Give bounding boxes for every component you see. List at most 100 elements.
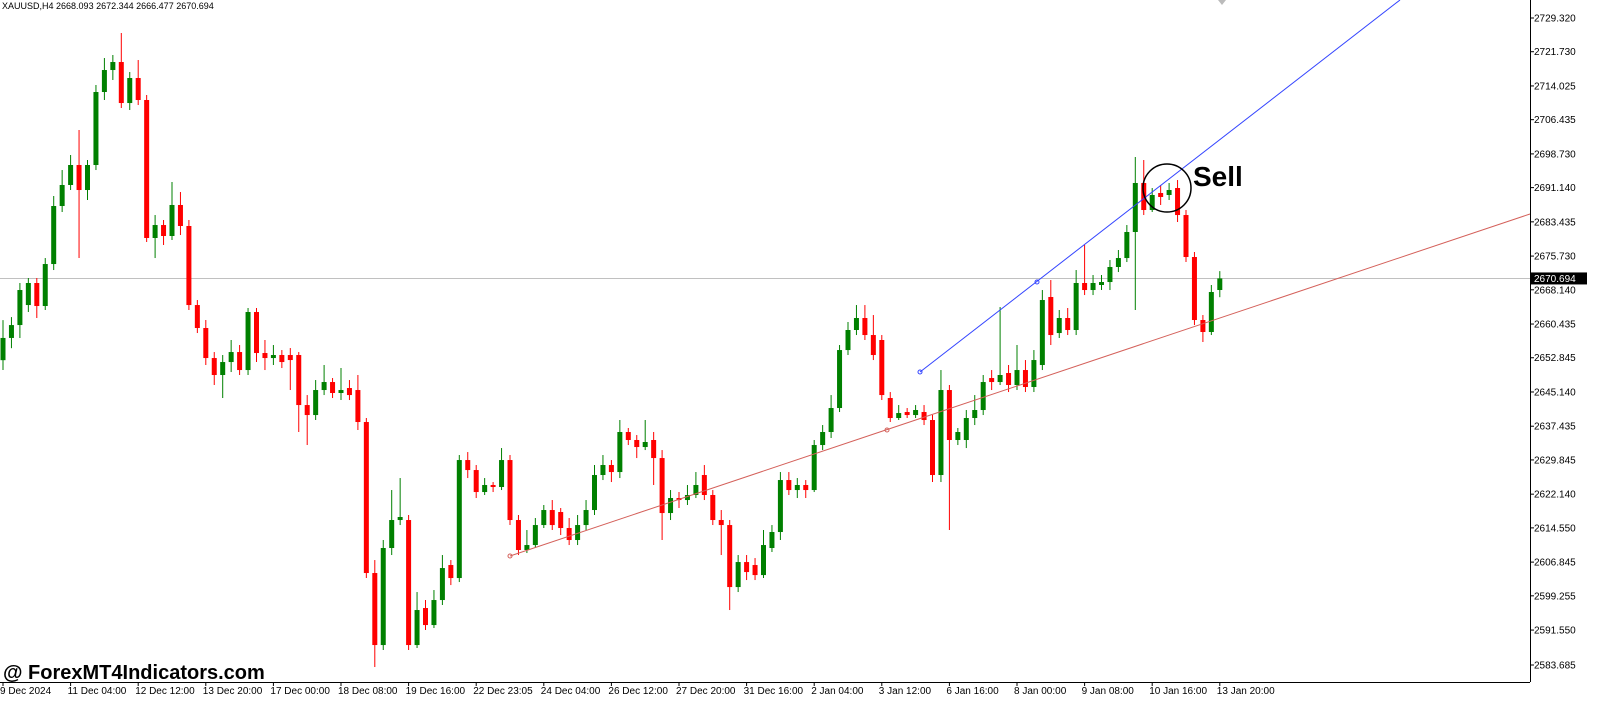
- x-tick-label: 26 Dec 12:00: [608, 686, 668, 697]
- signal-label: Sell: [1193, 161, 1243, 192]
- candle-body: [583, 510, 589, 526]
- candle-body: [659, 458, 665, 514]
- candle-body: [363, 422, 369, 574]
- y-tick-label: 2683.435: [1534, 217, 1576, 228]
- candle-body: [338, 390, 344, 394]
- candle-body: [279, 355, 285, 363]
- candle-body: [955, 432, 961, 441]
- candle-body: [1039, 300, 1045, 366]
- candle-body: [1056, 318, 1062, 334]
- candle-body: [930, 420, 935, 476]
- x-tick-label: 18 Dec 08:00: [338, 686, 398, 697]
- x-tick-label: 13 Dec 20:00: [203, 686, 263, 697]
- x-tick-label: 9 Jan 08:00: [1082, 686, 1135, 697]
- candle-body: [532, 525, 538, 546]
- candle-body: [735, 562, 741, 588]
- candle-body: [786, 480, 792, 491]
- candles: [0, 33, 1223, 668]
- candle-body: [397, 516, 403, 521]
- candle-body: [1014, 370, 1020, 386]
- candle-body: [1208, 292, 1214, 333]
- candle-body: [482, 485, 488, 493]
- trend-anchor: [507, 553, 513, 559]
- candle-body: [904, 412, 910, 416]
- x-tick-label: 12 Dec 12:00: [135, 686, 195, 697]
- y-tick-label: 2660.435: [1534, 320, 1576, 331]
- candle-body: [777, 480, 783, 533]
- candle-body: [177, 204, 183, 227]
- candle-body: [68, 165, 74, 185]
- candle-body: [59, 184, 65, 207]
- trend-anchor: [1034, 279, 1040, 285]
- candle-body: [42, 264, 48, 307]
- candle-body: [389, 520, 395, 549]
- candle-body: [372, 573, 378, 646]
- candle-body: [1166, 190, 1172, 195]
- x-tick-label: 13 Jan 20:00: [1217, 686, 1275, 697]
- candle-body: [194, 305, 200, 329]
- candle-body: [752, 565, 758, 576]
- candle-body: [313, 390, 319, 416]
- candle-body: [524, 545, 530, 551]
- y-tick-label: 2714.025: [1534, 81, 1576, 92]
- candle-body: [1099, 282, 1104, 285]
- candle-body: [972, 410, 978, 419]
- candle-body: [51, 206, 57, 265]
- candle-body: [228, 352, 234, 363]
- candle-body: [448, 565, 454, 579]
- candle-body: [118, 62, 124, 104]
- y-tick-label: 2637.435: [1534, 422, 1576, 433]
- candle-body: [304, 405, 310, 416]
- trend-anchor: [884, 427, 890, 433]
- y-tick-label: 2675.730: [1534, 252, 1576, 263]
- candle-body: [549, 510, 555, 526]
- trend-anchor: [917, 369, 923, 375]
- candle-body: [718, 520, 724, 526]
- header-high: 2672.344: [96, 1, 134, 11]
- candle-body: [321, 382, 327, 391]
- candle-body: [592, 475, 597, 511]
- candle-body: [862, 318, 868, 336]
- candle-body: [186, 226, 192, 306]
- candle-body: [237, 352, 243, 371]
- candle-body: [473, 470, 479, 493]
- candle-body: [896, 413, 902, 419]
- x-tick-label: 19 Dec 16:00: [406, 686, 466, 697]
- candle-body: [1183, 215, 1189, 258]
- price-label: 2670.694: [1534, 274, 1576, 285]
- candle-body: [515, 520, 521, 551]
- x-tick-label: 27 Dec 20:00: [676, 686, 736, 697]
- candle-body: [820, 432, 826, 446]
- candle-body: [101, 70, 107, 93]
- candle-body: [828, 408, 834, 433]
- candle-body: [414, 610, 420, 646]
- axes: 2729.320 2721.730 2714.025 2706.435 2698.730…: [0, 13, 1587, 697]
- candle-body: [651, 440, 657, 459]
- candle-body: [346, 388, 352, 396]
- candle-body: [287, 355, 293, 361]
- y-tick-label: 2698.730: [1534, 149, 1576, 160]
- candle-body: [913, 410, 919, 416]
- candle-body: [1048, 296, 1054, 336]
- candle-body: [211, 358, 217, 376]
- candle-body: [1149, 194, 1155, 211]
- x-tick-label: 24 Dec 04:00: [541, 686, 601, 697]
- candle-body: [701, 475, 707, 496]
- candle-body: [989, 378, 995, 383]
- candle-body: [220, 362, 226, 376]
- candle-body: [541, 510, 547, 526]
- candle-body: [203, 328, 209, 359]
- candle-body: [997, 375, 1003, 383]
- y-tick-label: 2721.730: [1534, 47, 1576, 58]
- candle-body: [135, 78, 141, 101]
- y-tick-label: 2706.435: [1534, 115, 1576, 126]
- candle-body: [296, 355, 302, 406]
- candle-body: [110, 62, 116, 71]
- candle-body: [870, 335, 876, 356]
- candle-body: [642, 442, 648, 448]
- candle-body: [634, 440, 640, 448]
- candle-body: [558, 512, 564, 529]
- x-tick-label: 10 Jan 16:00: [1149, 686, 1207, 697]
- candle-body: [490, 485, 496, 488]
- header-open: 2668.093: [56, 1, 94, 11]
